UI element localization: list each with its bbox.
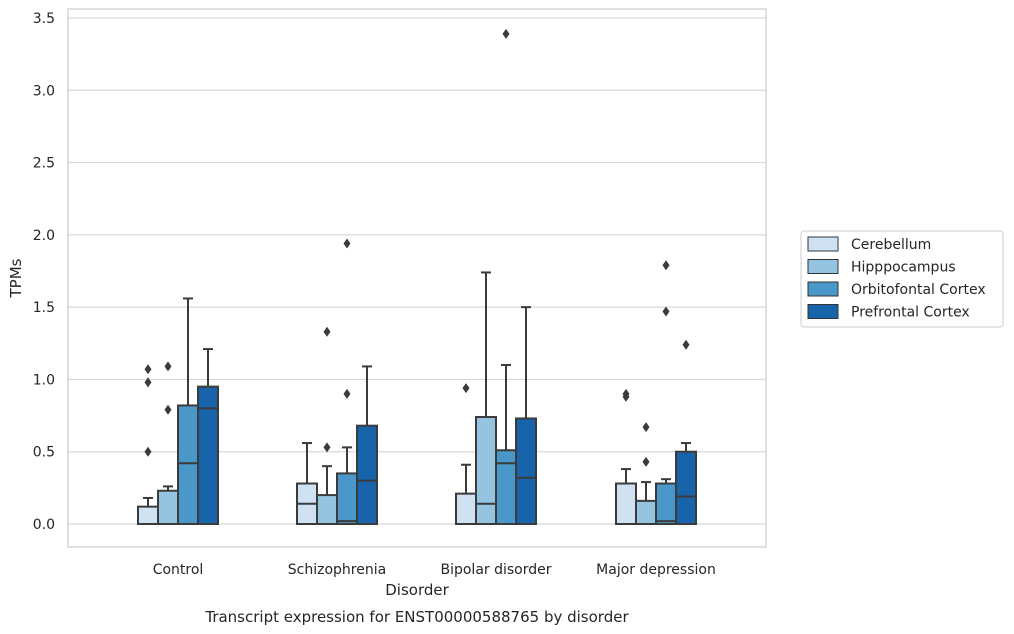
y-tick-label: 1.5 [33,300,55,316]
box [475,416,497,526]
legend-label: Orbitofontal Cortex [851,282,986,298]
y-tick-label: 2.0 [33,228,55,244]
x-tick-label: Control [153,562,204,578]
box [157,489,179,525]
legend-label: Cerebellum [851,237,931,253]
outlier-point [682,339,690,350]
outlier-point [164,404,172,415]
x-axis-ticks: Control Schizophrenia Bipolar disorder Majo… [153,562,716,578]
box [655,482,677,525]
legend-swatch [807,259,839,274]
box [336,472,358,525]
box [635,499,657,525]
legend-swatch [807,281,839,297]
y-tick-label: 2.5 [33,156,55,172]
y-tick-label: 0.0 [33,517,55,533]
outlier-point [323,442,331,453]
outlier-point [502,28,510,39]
x-tick-label: Schizophrenia [288,562,386,578]
box [675,450,697,526]
box [197,385,219,525]
y-tick-label: 1.0 [33,372,55,388]
outlier-point [662,260,670,271]
outlier-point [642,456,650,467]
gridlines [68,17,766,525]
outlier-point [343,238,351,249]
box [615,482,637,525]
legend-label: Prefrontal Cortex [851,305,970,321]
legend-label: Hipppocampus [851,260,956,276]
outlier-point [343,388,351,399]
outlier-point [662,306,670,317]
plot-area-frame [67,8,767,548]
y-axis-ticks: 0.0 0.5 1.0 1.5 2.0 2.5 3.0 3.5 [33,11,55,533]
box [316,494,338,526]
outlier-point [144,364,152,375]
y-tick-label: 3.0 [33,83,55,99]
legend: Cerebellum Hipppocampus Orbitofontal Corte… [800,230,1004,328]
legend-frame [800,230,1004,328]
outlier-point [323,326,331,337]
x-tick-label: Bipolar disorder [440,562,551,578]
outlier-point [164,361,172,372]
outlier-point [642,422,650,433]
legend-swatch [807,236,839,252]
box [356,424,378,526]
outlier-point [144,377,152,388]
y-tick-label: 3.5 [33,11,55,27]
legend-swatch [807,304,839,319]
box-series [137,28,697,526]
y-tick-label: 0.5 [33,445,55,461]
outlier-point [144,446,152,457]
x-axis-label: Disorder [385,581,449,599]
box [515,417,537,525]
box [177,404,199,525]
box [137,505,159,525]
y-axis-label: TPMs [7,258,25,298]
box [455,492,477,526]
outlier-point [622,388,630,399]
box [495,449,517,526]
chart-caption: Transcript expression for ENST0000058876… [204,608,629,626]
x-tick-label: Major depression [596,562,716,578]
outlier-point [462,383,470,394]
